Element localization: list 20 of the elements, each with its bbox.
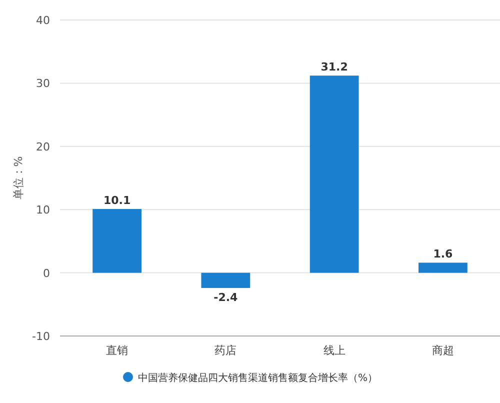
bar <box>310 76 359 273</box>
x-tick-label: 直销 <box>106 344 128 357</box>
legend-label: 中国营养保健品四大销售渠道销售额复合增长率（%） <box>138 372 378 384</box>
x-tick-label: 商超 <box>432 344 454 357</box>
bar <box>201 272 250 288</box>
x-tick-label: 线上 <box>323 344 346 357</box>
data-label: -2.4 <box>214 290 238 304</box>
data-label: 1.6 <box>433 248 454 261</box>
y-tick-label: 30 <box>36 77 50 90</box>
bar <box>418 262 468 273</box>
x-tick-label: 药店 <box>214 344 237 357</box>
y-tick-label: 20 <box>36 140 50 154</box>
bar <box>92 208 142 273</box>
y-tick-label: 0 <box>43 266 50 280</box>
data-label: 31.2 <box>320 60 348 74</box>
y-tick-label: 40 <box>36 14 50 27</box>
y-tick-label: -10 <box>32 330 50 343</box>
y-tick-label: 10 <box>36 204 50 217</box>
y-axis-title: 单位：% <box>12 156 25 200</box>
data-label: 10.1 <box>103 194 131 207</box>
